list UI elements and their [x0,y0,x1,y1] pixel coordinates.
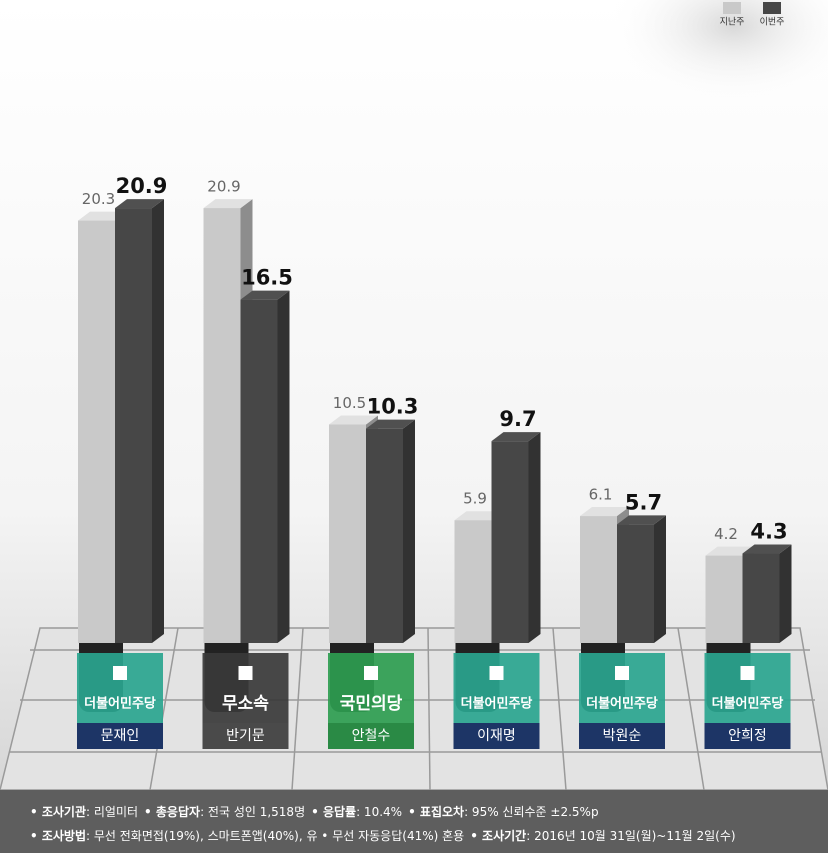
value-label-current: 16.5 [241,266,293,290]
footer-label: • 표집오차 [408,804,464,819]
footer-text: : 95% 신뢰수준 ±2.5%p [464,805,598,819]
party-box [453,653,540,723]
bar-side [654,515,666,643]
party-label: 더불어민주당 [712,696,784,712]
bar [617,524,654,643]
value-label-previous: 20.9 [207,178,240,196]
footer-label: • 조사기간 [470,828,526,843]
bar-side [779,544,792,643]
bar-top [240,290,290,300]
footer-text: : 2016년 10월 31일(월)~11월 2일(수) [526,829,735,843]
legend-swatch [763,2,781,14]
footer-label: • 총응답자 [144,804,200,819]
footer-text: : 무선 전화면접(19%), 스마트폰앱(40%), 유 • 무선 자동응답(… [86,829,464,843]
party-logo [740,666,755,680]
bar [203,208,241,644]
bar [115,208,152,644]
bar-side [152,199,164,644]
name-box [453,723,540,749]
value-label-previous: 4.2 [714,525,738,543]
x-tick-label: 이재명 [477,728,516,744]
x-tick-label: 문재인 [101,728,140,744]
value-label-current: 20.9 [116,174,168,198]
bar [366,428,403,643]
name-box [704,723,791,749]
bar-top [115,199,164,209]
bar-top [203,199,253,209]
footer-text: : 10.4% [356,805,402,819]
party-box [579,653,665,723]
party-logo [364,666,378,680]
footer-label: • 조사방법 [30,828,86,843]
legend-swatch [723,2,741,14]
bar-top [78,211,127,221]
value-label-previous: 6.1 [589,486,613,504]
party-label: 무소속 [222,694,269,714]
party-label: 더불어민주당 [461,696,533,712]
bar [454,520,492,643]
party-box [202,653,289,723]
bar [491,441,529,643]
bar-top [617,515,666,525]
footer-text: : 전국 성인 1,518명 [200,805,305,819]
bar-top [705,546,755,556]
value-label-current: 10.3 [367,395,419,419]
party-logo [615,666,629,680]
value-label-previous: 5.9 [463,490,487,508]
bar [705,555,743,643]
value-label-current: 4.3 [750,520,787,544]
party-label: 더불어민주당 [84,696,156,712]
bar [742,553,780,643]
bar [240,299,278,643]
bar-side [403,419,415,643]
name-box [77,723,163,749]
value-label-previous: 10.5 [333,394,366,412]
x-tick-label: 박원순 [603,728,642,744]
bar [329,424,366,643]
party-logo [113,666,127,680]
bar [580,516,617,643]
party-logo [489,666,504,680]
bar [78,220,115,644]
x-tick-label: 반기문 [226,728,265,744]
footer-text: : 리얼미터 [86,805,138,819]
name-box [328,723,414,749]
bar-top [366,419,415,429]
footer-band [0,790,828,853]
footer-line: • 조사기관: 리얼미터 • 총응답자: 전국 성인 1,518명 • 응답률: 1… [30,804,599,819]
name-box [202,723,289,749]
building-backdrop [400,0,828,260]
party-label: 국민의당 [340,694,403,714]
legend-label: 지난주 [720,17,745,28]
footer-line: • 조사방법: 무선 전화면접(19%), 스마트폰앱(40%), 유 • 무선… [30,828,736,843]
x-tick-label: 안철수 [352,728,391,744]
bar-side [277,290,290,643]
bar-top [742,544,792,554]
party-label: 더불어민주당 [586,696,658,712]
value-label-previous: 20.3 [82,190,115,208]
party-box [704,653,791,723]
legend-label: 이번주 [760,17,785,28]
x-tick-label: 안희정 [728,728,767,744]
party-box [77,653,163,723]
footer-label: • 조사기관 [30,804,86,819]
name-box [579,723,665,749]
value-label-current: 9.7 [499,407,536,431]
bar-top [580,507,629,517]
value-label-current: 5.7 [625,490,662,514]
bar-side [528,432,541,643]
bar-top [454,511,504,521]
bar-top [491,432,541,442]
footer-label: • 응답률 [311,804,356,819]
party-logo [238,666,253,680]
party-box [328,653,414,723]
bar-top [329,415,378,425]
